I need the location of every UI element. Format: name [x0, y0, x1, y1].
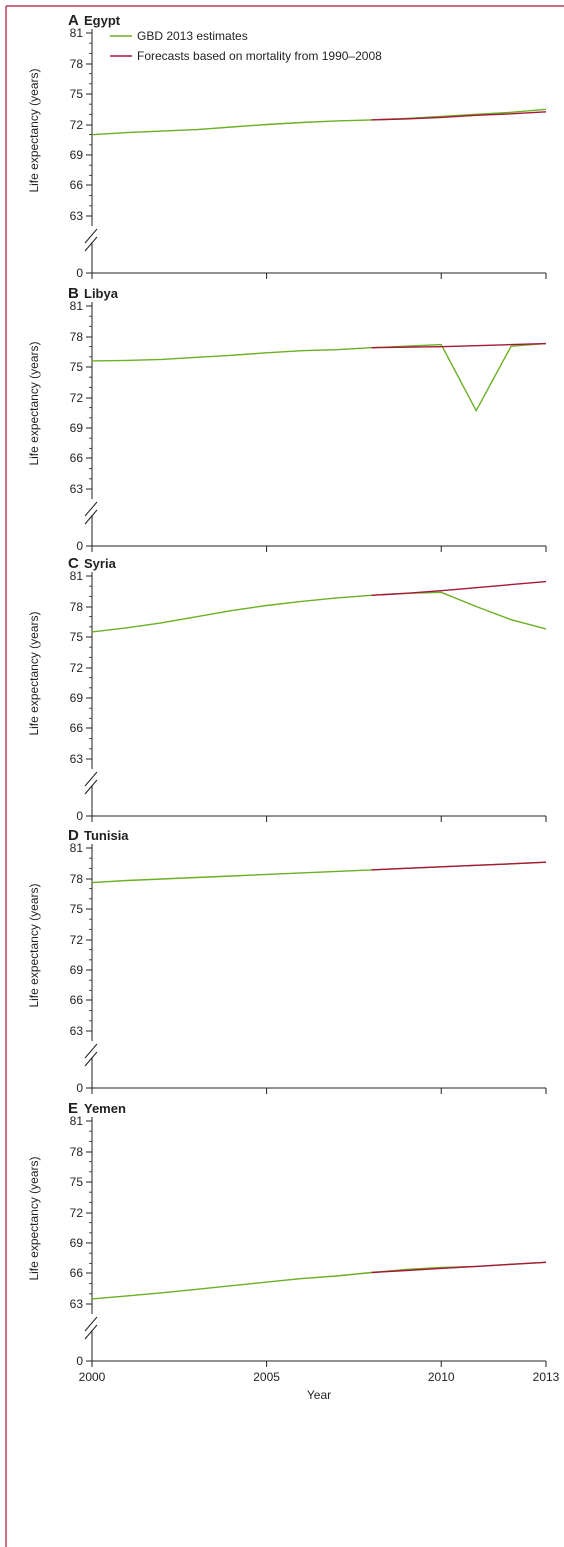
y-tick-label: 66	[70, 1266, 84, 1280]
y-tick-label: 63	[70, 1297, 84, 1311]
y-tick-label: 78	[70, 1145, 84, 1159]
series-line-forecast	[371, 861, 547, 871]
panel-title: Egypt	[84, 13, 121, 28]
y-tick-label: 78	[70, 57, 84, 71]
series-line-estimates	[91, 108, 547, 136]
y-tick-label: 75	[70, 360, 84, 374]
series-line-estimates	[91, 1261, 547, 1300]
y-tick-label: 69	[70, 421, 84, 435]
y-tick-label: 75	[70, 1175, 84, 1189]
panel-letter: A	[68, 12, 79, 29]
x-tick-label: 2000	[79, 1370, 106, 1384]
y-tick-label: 72	[70, 118, 84, 132]
y-tick-label: 72	[70, 391, 84, 405]
series-line-estimates	[91, 342, 547, 412]
axis-break-mark	[84, 1043, 98, 1059]
y-tick-label: 0	[76, 1081, 83, 1095]
series-line-estimates	[91, 591, 547, 633]
y-tick-label: 69	[70, 691, 84, 705]
y-tick-label: 81	[70, 841, 84, 855]
axis-break-mark	[84, 236, 98, 252]
y-tick-label: 63	[70, 482, 84, 496]
y-axis-label: Life expectancy (years)	[27, 68, 41, 192]
legend-label-forecast: Forecasts based on mortality from 1990–2…	[137, 49, 382, 63]
y-tick-label: 66	[70, 451, 84, 465]
y-tick-label: 63	[70, 752, 84, 766]
y-tick-label: 69	[70, 963, 84, 977]
x-axis-label: Year	[307, 1388, 331, 1402]
y-tick-label: 63	[70, 209, 84, 223]
axis-break-mark	[84, 501, 98, 517]
x-tick-label: 2010	[428, 1370, 455, 1384]
y-tick-label: 0	[76, 266, 83, 280]
axis-break-mark	[84, 1324, 98, 1340]
legend: GBD 2013 estimates Forecasts based on mor…	[110, 29, 382, 63]
y-tick-label: 81	[70, 26, 84, 40]
panel-letter: E	[68, 1100, 78, 1117]
y-tick-label: 78	[70, 330, 84, 344]
y-tick-label: 63	[70, 1024, 84, 1038]
y-tick-label: 75	[70, 630, 84, 644]
x-tick-label: 2005	[253, 1370, 280, 1384]
y-tick-label: 75	[70, 902, 84, 916]
panel-title: Yemen	[84, 1101, 126, 1116]
panel-letter: C	[68, 555, 79, 572]
panel-title: Syria	[84, 556, 117, 571]
panel-letter: D	[68, 827, 79, 844]
y-tick-label: 78	[70, 872, 84, 886]
y-tick-label: 66	[70, 993, 84, 1007]
legend-label-estimates: GBD 2013 estimates	[137, 29, 248, 43]
panel-letter: B	[68, 285, 79, 302]
axis-break-mark	[84, 771, 98, 787]
series-line-forecast	[371, 342, 547, 349]
x-tick-label: 2013	[533, 1370, 560, 1384]
series-line-forecast	[371, 580, 547, 596]
y-tick-label: 81	[70, 569, 84, 583]
y-axis-label: Life expectancy (years)	[27, 611, 41, 735]
y-axis-label: Life expectancy (years)	[27, 1156, 41, 1280]
panel-title: Libya	[84, 286, 119, 301]
axis-break-mark	[84, 228, 98, 244]
y-tick-label: 78	[70, 600, 84, 614]
panel-title: Tunisia	[84, 828, 129, 843]
series-line-forecast	[371, 1261, 547, 1274]
axis-break-mark	[84, 1316, 98, 1332]
y-axis-label: Life expectancy (years)	[27, 883, 41, 1007]
y-tick-label: 0	[76, 539, 83, 553]
axis-break-mark	[84, 1051, 98, 1067]
axis-break-mark	[84, 509, 98, 525]
y-tick-label: 69	[70, 1236, 84, 1250]
y-tick-label: 72	[70, 1206, 84, 1220]
y-tick-label: 0	[76, 809, 83, 823]
series-line-forecast	[371, 111, 547, 121]
y-tick-label: 72	[70, 661, 84, 675]
y-tick-label: 75	[70, 87, 84, 101]
y-tick-label: 66	[70, 721, 84, 735]
y-tick-label: 0	[76, 1354, 83, 1368]
y-tick-label: 72	[70, 933, 84, 947]
y-axis-label: Life expectancy (years)	[27, 341, 41, 465]
y-tick-label: 81	[70, 1114, 84, 1128]
y-tick-label: 66	[70, 178, 84, 192]
y-tick-label: 81	[70, 299, 84, 313]
y-tick-label: 69	[70, 148, 84, 162]
axis-break-mark	[84, 779, 98, 795]
